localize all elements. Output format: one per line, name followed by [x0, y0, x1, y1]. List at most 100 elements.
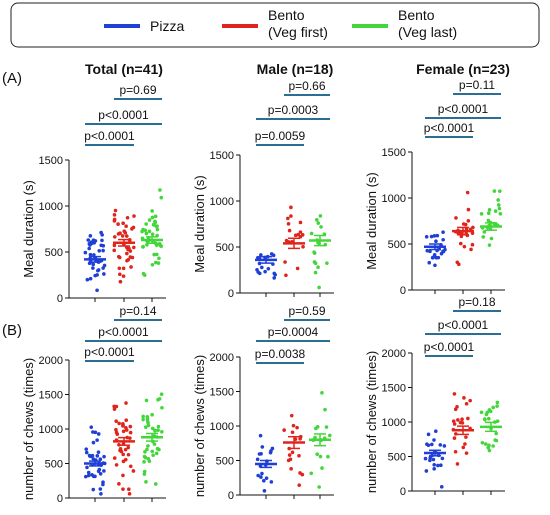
data-point — [130, 255, 135, 260]
data-point — [426, 443, 431, 448]
data-point — [91, 440, 96, 445]
data-point — [121, 266, 126, 271]
group-3 — [309, 214, 331, 290]
data-point — [284, 273, 288, 278]
data-point — [433, 429, 438, 433]
y-tick-label: 1000 — [382, 417, 406, 429]
y-axis-label: number of chews (times) — [192, 355, 207, 497]
data-point — [487, 208, 492, 212]
data-point — [263, 269, 267, 274]
data-point — [116, 222, 120, 226]
data-point — [426, 432, 431, 437]
y-tick-label: 0 — [400, 486, 406, 498]
data-point — [124, 425, 128, 430]
data-point — [99, 230, 103, 235]
data-point — [120, 234, 125, 238]
p-value-label: p<0.0001 — [424, 121, 475, 135]
row-label-b: (B) — [2, 322, 22, 339]
data-point — [496, 198, 500, 202]
data-point — [430, 442, 434, 447]
data-point — [150, 232, 155, 237]
y-tick-label: 1000 — [39, 424, 63, 436]
data-point — [156, 428, 160, 433]
data-point — [114, 404, 119, 409]
data-point — [118, 279, 123, 284]
data-point — [142, 469, 147, 474]
data-point — [458, 241, 463, 246]
data-point — [423, 456, 428, 461]
data-point — [117, 482, 121, 486]
group-1 — [423, 429, 447, 489]
data-point — [160, 405, 164, 410]
data-point — [484, 412, 489, 417]
data-point — [88, 454, 92, 458]
data-point — [479, 212, 484, 216]
data-point — [429, 234, 434, 239]
data-point — [95, 454, 100, 458]
data-point — [441, 249, 446, 254]
p-value-label: p<0.0001 — [98, 325, 149, 339]
data-point — [300, 472, 305, 477]
data-point — [91, 262, 95, 267]
data-point — [159, 244, 163, 249]
data-point — [147, 218, 152, 222]
data-point — [436, 463, 440, 468]
panel-2: Male (n=18) 0 500 1000 1500 Meal duration (s)… — [192, 61, 334, 300]
data-point — [295, 266, 300, 271]
data-point — [143, 228, 148, 233]
data-point — [316, 221, 321, 225]
data-point — [152, 442, 157, 446]
group-1 — [424, 230, 447, 268]
data-point — [112, 456, 117, 460]
data-point — [272, 276, 276, 280]
data-point — [451, 419, 456, 424]
data-point — [112, 407, 117, 411]
data-point — [301, 244, 305, 249]
data-point — [320, 466, 324, 470]
data-point — [124, 234, 129, 238]
data-point — [435, 233, 440, 238]
data-point — [455, 462, 460, 466]
data-point — [458, 420, 463, 425]
legend-box: Pizza Bento (Veg first) Bento (Veg last) — [10, 2, 540, 48]
p-value-label: p<0.0001 — [438, 318, 489, 332]
y-tick-label: 1000 — [210, 196, 234, 208]
data-point — [141, 417, 145, 422]
panel-3: Female (n=23) 0 500 1000 1500 Meal duration (… — [364, 61, 510, 297]
data-point — [131, 469, 136, 473]
data-point — [469, 247, 473, 252]
data-point — [466, 219, 471, 223]
data-point — [153, 220, 158, 225]
p-value-label: p=0.0038 — [255, 347, 306, 361]
data-point — [158, 188, 162, 192]
data-point — [498, 189, 502, 193]
panel-title: Male (n=18) — [257, 61, 334, 77]
data-point — [491, 444, 495, 448]
data-point — [124, 401, 128, 405]
data-point — [456, 418, 460, 422]
group-2 — [282, 413, 305, 487]
data-point — [117, 266, 122, 271]
data-point — [85, 277, 90, 282]
data-point — [146, 423, 151, 428]
data-point — [462, 244, 467, 249]
data-point — [118, 447, 123, 451]
y-tick-label: 0 — [400, 285, 406, 297]
data-point — [483, 442, 488, 446]
data-point — [121, 274, 126, 278]
p-value-label: p<0.0001 — [84, 345, 135, 359]
data-point — [491, 405, 495, 410]
y-tick-label: 2000 — [382, 348, 406, 360]
data-point — [314, 218, 319, 222]
p-value-label: p<0.0001 — [438, 102, 489, 116]
data-point — [462, 396, 466, 400]
data-point — [142, 273, 147, 277]
data-point — [494, 438, 499, 443]
data-point — [482, 417, 487, 421]
data-point — [427, 260, 432, 265]
group-2 — [451, 392, 474, 466]
data-point — [96, 469, 101, 474]
data-point — [142, 454, 147, 459]
data-point — [291, 423, 296, 428]
data-point — [95, 288, 99, 293]
